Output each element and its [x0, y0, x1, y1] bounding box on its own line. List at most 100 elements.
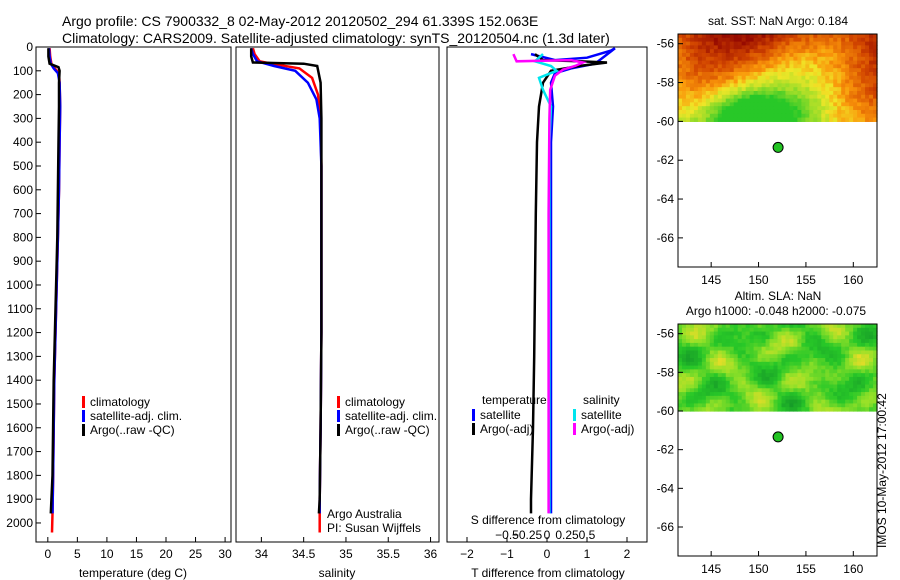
p-sst-cell — [681, 83, 687, 88]
p-sst-cell — [805, 45, 810, 50]
p-sst-cell — [793, 34, 798, 39]
p-sla-cell — [785, 342, 791, 348]
p-sst-cell — [793, 52, 798, 58]
p-sst-cell — [825, 90, 830, 96]
p-sla-cell — [809, 388, 814, 393]
p-sla-cell — [721, 395, 727, 401]
p-sst-cell — [817, 56, 822, 62]
p-sla-cell — [693, 350, 699, 355]
p-sla-cell — [749, 376, 755, 382]
p-sst-cell — [678, 117, 683, 122]
p-sst-cell — [757, 109, 763, 115]
p-sst-cell — [757, 94, 763, 100]
p-sst-cell — [861, 109, 866, 115]
p-sst-cell — [833, 41, 838, 46]
p-sst-cell — [733, 117, 739, 122]
p-sla-cell — [829, 365, 834, 370]
p-sst-cell — [713, 45, 719, 50]
p-sla-cell — [697, 403, 703, 408]
p-sla-cell — [721, 376, 727, 382]
p-sla-cell — [705, 369, 711, 374]
p-sla-cell — [701, 369, 707, 374]
p-sla-cell — [873, 331, 878, 336]
p-temp-ytick-label: 1700 — [6, 445, 33, 459]
p-sst-cell — [861, 52, 866, 58]
p-sla-cell — [717, 407, 723, 412]
p-sst-cell — [869, 34, 874, 39]
p-sst-cell — [757, 98, 763, 103]
p-sla-cell — [825, 339, 830, 344]
p-sst-cell — [773, 90, 779, 96]
p-sst-cell — [765, 68, 771, 73]
p-sla-cell — [857, 339, 862, 344]
p-sla-cell — [745, 358, 751, 363]
p-sst-cell — [793, 79, 798, 84]
p-sla-cell — [873, 399, 878, 405]
p-sst-xtick-label: 150 — [749, 273, 769, 287]
p-sst-cell — [769, 98, 775, 103]
p-sst-cell — [841, 56, 846, 62]
p-sla-cell — [825, 346, 830, 352]
p-sla-cell — [869, 403, 874, 408]
p-sla-cell — [829, 407, 834, 412]
p-sla-cell — [685, 339, 691, 344]
p-sla-cell — [865, 327, 870, 333]
p-sla-cell — [853, 354, 858, 359]
p-sst-cell — [725, 71, 731, 77]
p-sst-cell — [757, 49, 763, 54]
p-sst-cell — [865, 87, 870, 92]
p-sst-cell — [765, 109, 771, 115]
t-difference-xlabel: T difference from climatology — [471, 566, 625, 580]
p-sst-cell — [693, 90, 699, 96]
p-sla-cell — [793, 373, 798, 378]
p-sst-cell — [869, 41, 874, 46]
p-sla-cell — [717, 342, 723, 348]
p-sst-cell — [825, 106, 830, 111]
p-sst-cell — [725, 75, 731, 81]
p-sla-cell — [873, 407, 878, 412]
p-sla-cell — [733, 373, 739, 378]
p-sst-cell — [825, 60, 830, 65]
p-sst-cell — [785, 34, 791, 39]
p-sst-cell — [825, 71, 830, 77]
p-sst-cell — [713, 79, 719, 84]
p-sst-cell — [713, 106, 719, 111]
p-sla-cell — [829, 324, 834, 329]
p-sla-cell — [869, 339, 874, 344]
p-sla-cell — [713, 327, 719, 333]
p-sst-cell — [745, 45, 751, 50]
p-sst-cell — [873, 113, 878, 119]
p-sla-cell — [805, 365, 810, 370]
p-sst-cell — [857, 106, 862, 111]
p-sst-cell — [861, 45, 866, 50]
p-sst-cell — [805, 56, 810, 62]
p-sst-cell — [845, 109, 850, 115]
p-sla-cell — [825, 399, 830, 405]
p-sst-cell — [765, 37, 771, 43]
p-sst-cell — [865, 49, 870, 54]
p-sst-cell — [721, 45, 727, 50]
p-sst-cell — [701, 106, 707, 111]
p-sla-cell — [809, 380, 814, 386]
p-sst-cell — [713, 117, 719, 122]
p-sst-cell — [809, 98, 814, 103]
p-sst-cell — [749, 60, 755, 65]
p-sla-cell — [721, 342, 727, 348]
p-sla-cell — [845, 403, 850, 408]
p-sst-cell — [717, 113, 723, 119]
p-sst-cell — [697, 34, 703, 39]
p-sst-cell — [729, 83, 735, 88]
p-sla-cell — [705, 399, 711, 405]
p-sla-cell — [833, 358, 838, 363]
p-sla-cell — [717, 324, 723, 329]
p-sla-cell — [753, 324, 759, 329]
p-sst-cell — [865, 64, 870, 69]
p-sla-cell — [833, 388, 838, 393]
p-sst-cell — [789, 56, 795, 62]
p-sla-cell — [693, 376, 699, 382]
p-sst-cell — [841, 113, 846, 119]
p-sst-cell — [678, 109, 683, 115]
p-sst-cell — [781, 60, 787, 65]
p-sla-cell — [757, 331, 763, 336]
p-sla-cell — [685, 354, 691, 359]
